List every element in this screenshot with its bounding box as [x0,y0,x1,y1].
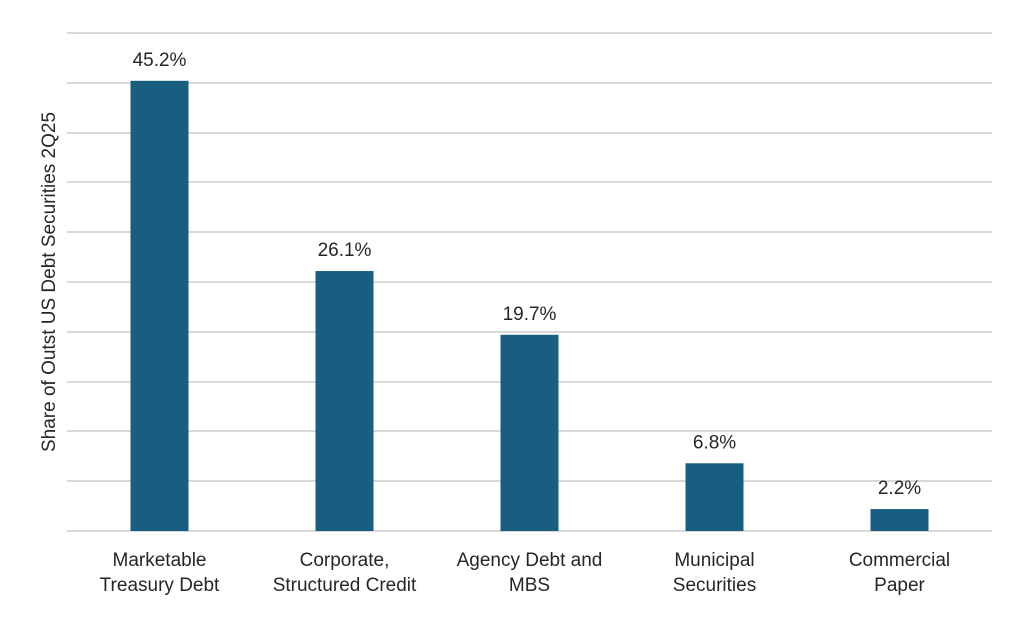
x-tick-label-line: Paper [874,575,925,596]
x-tick-label: Agency Debt and MBS [457,550,603,596]
y-axis-label: Share of Outst US Debt Securities 2Q25 [39,112,60,452]
gridlines [67,32,992,532]
x-tick-label-line: MBS [509,575,550,596]
x-tick-label-line: Treasury Debt [100,575,220,596]
x-tick-label-line: Marketable [113,550,207,571]
x-tick-label-line: Corporate, [300,550,390,571]
x-tick-label-line: Municipal [674,550,754,571]
x-tick-label-line: Securities [673,575,756,596]
data-label: 19.7% [503,304,557,325]
data-labels: 45.2% 26.1% 19.7% 6.8% 2.2% [133,50,922,499]
x-tick-label: Municipal Securities [673,550,756,596]
bar [130,80,189,532]
data-label: 45.2% [133,50,187,71]
bar [500,334,559,531]
x-tick-label-line: Commercial [849,550,950,571]
bar [870,509,929,531]
x-axis-tick-labels: Marketable Treasury Debt Corporate, Structu… [100,550,951,596]
bar [685,463,744,531]
x-tick-label-line: Agency Debt and [457,550,603,571]
data-label: 2.2% [878,478,921,499]
x-tick-label: Marketable Treasury Debt [100,550,220,596]
bars [130,80,929,532]
x-tick-label: Commercial Paper [849,550,950,596]
data-label: 26.1% [318,240,372,261]
x-tick-label-line: Structured Credit [273,575,417,596]
data-label: 6.8% [693,432,736,453]
x-tick-label: Corporate, Structured Credit [273,550,417,596]
bar [315,271,374,531]
